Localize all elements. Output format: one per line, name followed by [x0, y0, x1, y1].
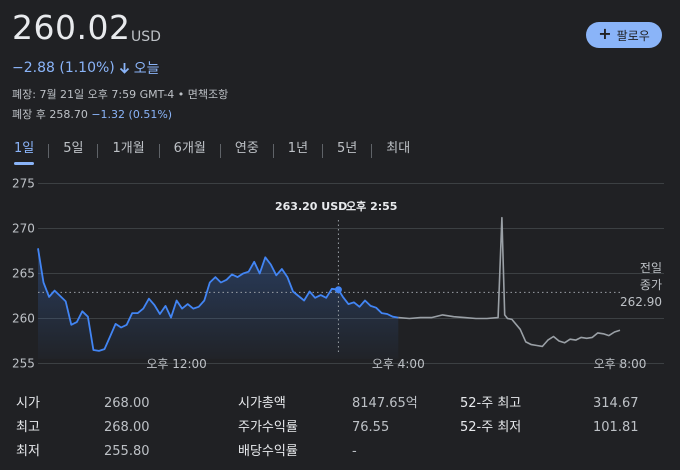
cursor-dot: [334, 286, 342, 294]
stat-value-52w-low: 101.81: [593, 420, 639, 435]
x-tick-label: 오후 4:00: [372, 357, 425, 371]
stats-row: 최고 268.00 주가수익률 76.55 52-주 최저 101.81: [0, 418, 680, 438]
tab-max[interactable]: 최대: [386, 141, 411, 156]
previous-close-label-2: 종가: [640, 278, 662, 292]
stat-label-open: 시가: [16, 396, 40, 411]
tab-divider: [97, 144, 99, 158]
tab-1d[interactable]: 1일: [0, 140, 48, 165]
tab-5y[interactable]: 5년: [337, 141, 358, 156]
y-tick-label: 255: [12, 357, 35, 371]
time-range-tabs: 1일 5일 1개월 6개월 연중 1년 5년 최대: [0, 140, 424, 165]
tab-divider: [48, 144, 50, 158]
stat-label-52w-high: 52-주 최고: [460, 396, 522, 411]
stats-row: 최저 255.80 배당수익률 -: [0, 442, 680, 462]
stats-row: 시가 268.00 시가총액 8147.65억 52-주 최고 314.67: [0, 394, 680, 414]
current-price: 260.02: [12, 8, 131, 47]
follow-button-label: 팔로우: [616, 28, 650, 43]
y-tick-label: 270: [12, 222, 35, 236]
y-tick-label: 260: [12, 312, 35, 326]
currency-label: USD: [131, 29, 161, 45]
price-chart[interactable]: 275 270 265 260 255 263.20 USD 오후 2:55 전일 종가…: [0, 170, 680, 380]
tab-divider: [371, 144, 373, 158]
stat-label-low: 최저: [16, 444, 40, 459]
close-info-text: 폐장: 7월 21일 오후 7:59 GMT-4 •: [12, 88, 185, 101]
stat-value-high: 268.00: [104, 420, 150, 435]
tab-1m[interactable]: 1개월: [112, 141, 145, 156]
stat-label-pe-ratio: 주가수익률: [238, 420, 298, 435]
stat-value-open: 268.00: [104, 396, 150, 411]
tab-ytd[interactable]: 연중: [234, 141, 259, 156]
x-tick-label: 오후 12:00: [146, 357, 206, 371]
after-hours-price-line: [398, 216, 621, 348]
tab-divider: [322, 144, 324, 158]
y-axis-ticks: 275 270 265 260 255: [12, 177, 35, 371]
tab-divider: [272, 144, 274, 158]
y-tick-label: 275: [12, 177, 35, 191]
arrow-down-icon: [119, 63, 129, 74]
previous-close-label-1: 전일: [640, 261, 662, 275]
tab-6m[interactable]: 6개월: [173, 141, 206, 156]
tab-1y[interactable]: 1년: [287, 141, 309, 156]
period-label: 오늘: [133, 61, 160, 77]
stat-value-low: 255.80: [104, 444, 150, 459]
tooltip-box: [268, 193, 416, 220]
close-info: 폐장: 7월 21일 오후 7:59 GMT-4 • 면책조항: [12, 86, 228, 102]
stat-value-market-cap: 8147.65억: [352, 396, 418, 411]
tab-5d[interactable]: 5일: [63, 141, 84, 156]
previous-close-label: 전일 종가 262.90: [620, 261, 662, 309]
stat-label-dividend-yield: 배당수익률: [238, 444, 298, 459]
stat-label-high: 최고: [16, 420, 40, 435]
stat-value-pe-ratio: 76.55: [352, 420, 390, 435]
stat-value-dividend-yield: -: [352, 444, 357, 459]
price-change-value: −2.88 (1.10%): [12, 60, 115, 76]
stat-label-52w-low: 52-주 최저: [460, 420, 522, 435]
x-tick-label: 오후 8:00: [594, 357, 647, 371]
after-hours-info: 폐장 후 258.70 −1.32 (0.51%): [12, 106, 172, 122]
after-hours-price: 폐장 후 258.70: [12, 108, 88, 121]
after-hours-change: −1.32 (0.51%): [91, 108, 173, 121]
previous-close-value: 262.90: [620, 295, 662, 309]
tab-divider: [219, 144, 221, 158]
intraday-area: [38, 248, 399, 359]
price-change: −2.88 (1.10%) 오늘: [12, 58, 160, 78]
x-axis-ticks: 오후 12:00 오후 4:00 오후 8:00: [146, 357, 646, 371]
tooltip-time: 오후 2:55: [346, 199, 397, 213]
tab-divider: [158, 144, 160, 158]
y-tick-label: 265: [12, 267, 35, 281]
stat-label-market-cap: 시가총액: [238, 396, 286, 411]
follow-button[interactable]: + 팔로우: [586, 22, 662, 48]
plus-icon: +: [598, 24, 612, 43]
stat-value-52w-high: 314.67: [593, 396, 639, 411]
tooltip: 263.20 USD 오후 2:55: [268, 193, 416, 220]
tooltip-price: 263.20 USD: [275, 200, 347, 213]
disclaimer-link[interactable]: 면책조항: [187, 88, 229, 101]
